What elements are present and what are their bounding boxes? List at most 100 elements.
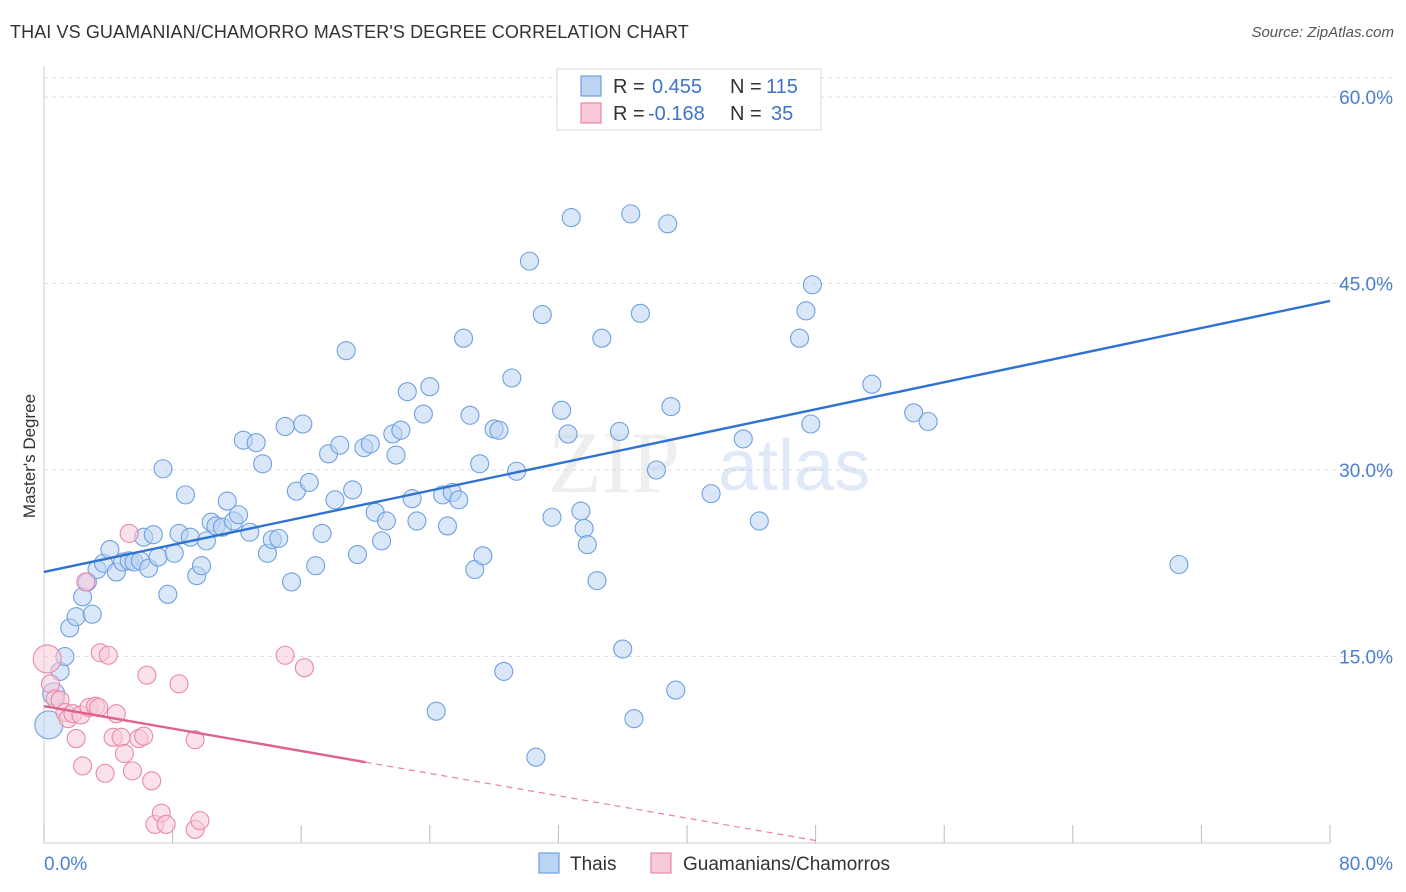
data-point-thais [449, 490, 469, 510]
y-axis-label: Master's Degree [20, 394, 39, 518]
legend-bottom-swatch-thais [538, 852, 560, 874]
data-point-thais [519, 251, 540, 271]
x-tick-labels: 0.0% 80.0% [44, 854, 1393, 875]
data-point-thais [904, 403, 924, 423]
legend-bottom-label-thais: Thais [570, 854, 616, 875]
data-point-thais [397, 382, 417, 402]
legend-n-label-guamanians: N = [730, 103, 762, 125]
data-point-thais [552, 400, 572, 420]
data-point-thais [789, 328, 810, 348]
data-point-thais [801, 414, 821, 434]
data-point-thais [343, 480, 363, 500]
legend-bottom-swatch-guamanians [650, 852, 672, 874]
data-point-guamanians [190, 811, 210, 831]
data-point-thais [489, 420, 509, 440]
data-point-guamanians [73, 756, 93, 776]
data-point-thais [918, 411, 938, 432]
data-point-thais [454, 328, 474, 348]
data-point-thais [306, 556, 326, 576]
data-point-guamanians [122, 761, 142, 781]
grid-lines [44, 77, 1394, 657]
trend-line-thais [43, 299, 1331, 574]
data-point-guamanians [32, 644, 62, 674]
data-point-thais [749, 511, 769, 531]
data-point-thais [802, 275, 822, 295]
legend-n-value-thais: 115 [766, 76, 798, 98]
y-tick-label: 15.0% [1339, 648, 1393, 669]
chart-source: Source: ZipAtlas.com [1251, 24, 1394, 41]
data-point-thais [299, 472, 319, 492]
trend-lines [43, 299, 1331, 842]
data-point-thais [796, 301, 816, 321]
data-point-thais [613, 639, 633, 659]
data-point-thais [376, 511, 396, 531]
data-point-thais [293, 414, 313, 434]
x-tick-label: 0.0% [44, 854, 87, 875]
data-point-guamanians [137, 665, 157, 685]
data-point-guamanians [119, 523, 139, 543]
data-point-thais [275, 416, 295, 437]
legend-bottom-label-guamanians: Guamanians/Chamorros [683, 854, 890, 875]
data-point-thais [240, 522, 260, 542]
data-point-thais [282, 572, 302, 592]
data-point-thais [609, 421, 630, 442]
data-point-thais [701, 484, 721, 504]
data-point-guamanians [66, 729, 86, 749]
data-point-guamanians [169, 674, 189, 694]
trend-line-guamanians-extension [365, 761, 816, 842]
data-point-thais [558, 424, 578, 444]
x-tick-label: 80.0% [1339, 854, 1393, 875]
data-point-thais [269, 528, 289, 548]
data-point-thais [336, 341, 356, 361]
data-point-thais [437, 516, 458, 536]
data-point-thais [158, 584, 178, 604]
data-point-thais [153, 459, 173, 479]
data-point-guamanians [142, 771, 162, 791]
legend-bottom: Thais Guamanians/Chamorros [538, 852, 890, 875]
data-point-thais [413, 404, 433, 424]
data-point-thais [175, 485, 196, 505]
data-point-thais [386, 445, 406, 465]
data-point-thais [143, 525, 163, 545]
data-point-thais [502, 368, 522, 388]
legend-r-label-guamanians: R = [613, 103, 645, 125]
y-tick-label: 30.0% [1339, 461, 1393, 482]
data-point-thais [360, 434, 380, 454]
legend-n-value-guamanians: 35 [771, 103, 793, 125]
axes [43, 66, 1331, 844]
data-point-thais [494, 661, 514, 681]
y-tick-labels: 15.0% 30.0% 45.0% 60.0% [1339, 88, 1393, 669]
data-point-thais [630, 303, 650, 323]
data-point-guamanians [95, 763, 115, 783]
data-point-thais [325, 490, 345, 510]
legend-swatch-thais [580, 75, 602, 97]
data-point-thais [661, 397, 681, 417]
data-point-guamanians [111, 727, 131, 747]
data-point-thais [372, 531, 392, 551]
data-point-thais [217, 491, 237, 511]
y-tick-label: 60.0% [1339, 88, 1393, 109]
data-point-thais [592, 328, 612, 348]
data-point-thais [542, 507, 562, 527]
data-point-thais [571, 501, 591, 521]
data-point-guamanians [134, 726, 154, 746]
legend-n-label-thais: N = [730, 76, 762, 98]
data-point-thais [148, 547, 168, 567]
data-point-thais [470, 454, 490, 474]
data-point-thais [532, 305, 552, 325]
data-point-thais [312, 523, 332, 543]
legend-r-value-guamanians: -0.168 [648, 103, 705, 125]
data-point-thais [330, 435, 350, 455]
data-point-guamanians [114, 743, 134, 764]
data-point-guamanians [275, 645, 295, 665]
data-point-guamanians [156, 814, 176, 834]
legend-top: R = 0.455 N = 115 R = -0.168 N = 35 [556, 68, 822, 131]
legend-r-value-thais: 0.455 [652, 76, 702, 98]
data-point-guamanians [76, 572, 96, 592]
legend-r-label-thais: R = [613, 76, 645, 98]
trend-line-guamanians [43, 705, 366, 764]
data-point-thais [391, 420, 411, 440]
data-point-thais [191, 556, 212, 576]
data-point-thais [624, 709, 644, 729]
